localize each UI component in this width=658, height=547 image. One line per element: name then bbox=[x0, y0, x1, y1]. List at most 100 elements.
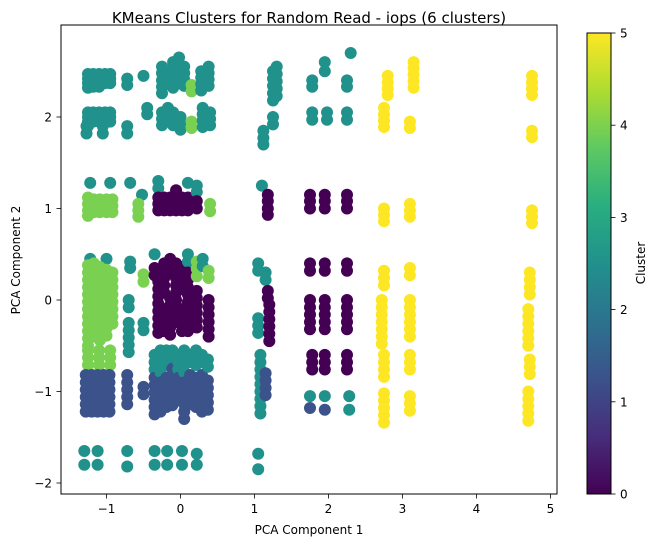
data-point bbox=[378, 279, 390, 292]
data-point bbox=[148, 444, 161, 457]
data-point bbox=[190, 458, 203, 471]
data-point bbox=[403, 363, 416, 376]
data-point bbox=[124, 176, 137, 189]
data-point bbox=[304, 390, 316, 403]
data-point bbox=[202, 330, 215, 343]
data-point bbox=[254, 407, 267, 420]
data-point bbox=[318, 65, 331, 78]
x-tick-label: 4 bbox=[473, 502, 481, 516]
data-point bbox=[148, 248, 161, 261]
data-point bbox=[100, 329, 113, 342]
data-point bbox=[175, 458, 188, 471]
data-point bbox=[304, 323, 316, 336]
data-point bbox=[174, 123, 187, 136]
data-point bbox=[522, 414, 535, 427]
data-point bbox=[403, 121, 416, 134]
data-point bbox=[341, 202, 353, 215]
data-point bbox=[523, 368, 536, 381]
colorbar-label: Cluster bbox=[634, 242, 648, 285]
data-point bbox=[318, 202, 331, 215]
data-point bbox=[104, 358, 117, 371]
x-tick-label: 1 bbox=[251, 502, 259, 516]
x-axis: −1 0 1 2 3 4 5 bbox=[98, 494, 555, 516]
data-point bbox=[341, 80, 353, 93]
data-point bbox=[526, 217, 538, 230]
data-point bbox=[378, 416, 390, 429]
colorbar-tick-label: 5 bbox=[620, 27, 628, 41]
data-point bbox=[252, 447, 265, 460]
data-point bbox=[185, 85, 198, 98]
data-point bbox=[78, 444, 91, 457]
data-point bbox=[304, 264, 316, 277]
plot-frame bbox=[60, 24, 558, 495]
data-point bbox=[267, 118, 279, 131]
data-point bbox=[137, 69, 150, 82]
data-point bbox=[344, 46, 357, 59]
data-point bbox=[132, 210, 145, 223]
x-tick-label: −1 bbox=[98, 502, 116, 516]
data-point bbox=[341, 113, 353, 126]
data-point bbox=[82, 358, 94, 371]
data-point bbox=[148, 458, 161, 471]
x-tick-label: 2 bbox=[325, 502, 333, 516]
data-point bbox=[137, 324, 150, 337]
data-point bbox=[96, 127, 109, 140]
data-point bbox=[178, 412, 191, 425]
data-point bbox=[263, 335, 276, 348]
data-point bbox=[175, 444, 188, 457]
y-axis: −2 −1 0 1 2 bbox=[34, 111, 61, 491]
data-point bbox=[403, 210, 416, 223]
data-point bbox=[204, 205, 217, 218]
data-point bbox=[106, 317, 119, 330]
colorbar bbox=[586, 32, 612, 495]
data-point bbox=[121, 78, 134, 91]
y-tick-label: 1 bbox=[44, 202, 52, 216]
data-point bbox=[378, 370, 390, 383]
data-point bbox=[321, 113, 334, 126]
colorbar-tick-label: 1 bbox=[620, 395, 628, 409]
data-point bbox=[185, 121, 198, 134]
data-point bbox=[78, 458, 91, 471]
data-point bbox=[141, 108, 154, 121]
y-tick-label: 0 bbox=[44, 294, 52, 308]
data-point bbox=[343, 390, 356, 403]
data-point bbox=[104, 77, 117, 90]
data-point bbox=[136, 188, 149, 201]
data-point bbox=[91, 444, 104, 457]
data-point bbox=[304, 202, 316, 215]
data-point bbox=[161, 458, 174, 471]
data-point bbox=[523, 288, 536, 301]
data-point bbox=[318, 264, 331, 277]
data-point bbox=[161, 444, 174, 457]
x-axis-label: PCA Component 1 bbox=[255, 523, 364, 537]
colorbar-axis: 0 1 2 3 4 5 bbox=[611, 27, 628, 502]
data-point bbox=[306, 80, 319, 93]
data-point bbox=[201, 360, 214, 373]
data-point bbox=[164, 328, 177, 341]
data-point bbox=[152, 182, 165, 195]
data-point bbox=[202, 272, 215, 285]
y-axis-label: PCA Component 2 bbox=[9, 206, 23, 315]
data-point bbox=[91, 458, 104, 471]
data-point bbox=[257, 138, 270, 151]
data-point bbox=[106, 206, 119, 219]
colorbar-tick-label: 4 bbox=[620, 119, 628, 133]
data-point bbox=[181, 255, 194, 268]
data-point bbox=[122, 301, 135, 314]
data-point bbox=[93, 358, 106, 371]
data-point bbox=[190, 186, 203, 199]
data-point bbox=[190, 321, 203, 334]
data-point bbox=[121, 127, 134, 140]
data-point bbox=[124, 261, 137, 274]
data-point bbox=[190, 202, 203, 215]
y-tick-label: −1 bbox=[34, 385, 52, 399]
data-point bbox=[318, 403, 331, 416]
x-tick-label: 0 bbox=[177, 502, 185, 516]
data-point bbox=[403, 330, 416, 343]
data-point bbox=[252, 326, 265, 339]
data-point bbox=[318, 56, 331, 69]
x-tick-label: 5 bbox=[547, 502, 555, 516]
data-point bbox=[259, 389, 272, 402]
data-point bbox=[202, 79, 215, 92]
data-point bbox=[252, 463, 265, 476]
